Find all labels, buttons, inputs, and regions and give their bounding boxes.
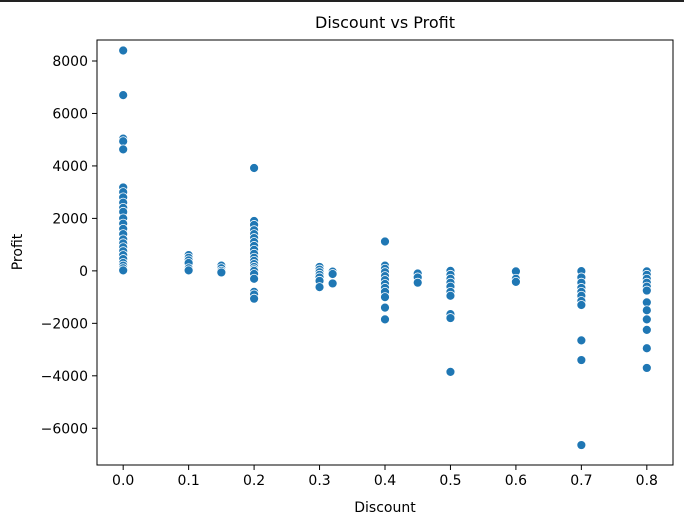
scatter-point bbox=[576, 300, 587, 310]
scatter-point bbox=[118, 90, 129, 100]
x-tick-label: 0.0 bbox=[112, 473, 134, 489]
x-tick-label: 0.3 bbox=[308, 473, 330, 489]
scatter-point bbox=[183, 265, 194, 276]
scatter-point bbox=[118, 45, 129, 56]
scatter-point bbox=[641, 305, 652, 316]
y-tick-label: 8000 bbox=[52, 54, 88, 70]
x-tick-label: 0.7 bbox=[570, 473, 592, 489]
y-axis-ticks: −6000 −4000 −2000 0 2000 4000 6000 8000 bbox=[41, 54, 97, 437]
scatter-point bbox=[249, 273, 259, 284]
chart-title: Discount vs Profit bbox=[315, 13, 455, 32]
scatter-point bbox=[576, 355, 587, 365]
x-axis-ticks: 0.0 0.1 0.2 0.3 0.4 0.5 0.6 0.7 0.8 bbox=[112, 465, 658, 489]
scatter-point bbox=[511, 276, 521, 287]
scatter-point bbox=[314, 282, 325, 293]
x-tick-label: 0.8 bbox=[636, 473, 658, 489]
scatter-point bbox=[445, 290, 456, 301]
scatter-point bbox=[327, 278, 338, 289]
scatter-point bbox=[118, 136, 129, 147]
scatter-point bbox=[641, 324, 652, 335]
top-border-line bbox=[0, 0, 684, 2]
x-tick-label: 0.1 bbox=[178, 473, 200, 489]
scatter-point bbox=[118, 144, 129, 155]
scatter-point bbox=[641, 363, 652, 373]
plot-area-frame bbox=[96, 39, 674, 466]
scatter-points bbox=[118, 45, 652, 450]
scatter-point bbox=[445, 313, 456, 323]
y-tick-label: 4000 bbox=[52, 159, 88, 175]
scatter-point bbox=[380, 236, 390, 247]
x-axis-label: Discount bbox=[354, 500, 416, 516]
scatter-point bbox=[641, 285, 652, 296]
scatter-point bbox=[249, 293, 259, 304]
y-tick-label: −2000 bbox=[41, 316, 88, 332]
y-axis-label: Profit bbox=[10, 233, 26, 270]
y-tick-label: 2000 bbox=[52, 211, 88, 227]
y-tick-label: 0 bbox=[79, 264, 88, 280]
scatter-point bbox=[118, 265, 129, 276]
y-tick-label: −6000 bbox=[41, 421, 88, 437]
scatter-point bbox=[380, 292, 390, 302]
scatter-point bbox=[380, 314, 390, 325]
x-tick-label: 0.5 bbox=[439, 473, 461, 489]
scatter-point bbox=[380, 302, 390, 313]
x-tick-label: 0.2 bbox=[243, 473, 265, 489]
y-tick-label: 6000 bbox=[52, 106, 88, 122]
scatter-point bbox=[445, 366, 456, 377]
scatter-point bbox=[641, 343, 652, 354]
scatter-point bbox=[249, 163, 259, 173]
scatter-point bbox=[576, 335, 587, 346]
x-tick-label: 0.4 bbox=[374, 473, 396, 489]
scatter-point bbox=[576, 440, 587, 450]
y-tick-label: −4000 bbox=[41, 369, 88, 385]
scatter-point bbox=[412, 277, 423, 288]
x-tick-label: 0.6 bbox=[505, 473, 527, 489]
scatter-point bbox=[327, 269, 338, 279]
scatter-point bbox=[641, 314, 652, 325]
scatter-point bbox=[216, 267, 227, 278]
